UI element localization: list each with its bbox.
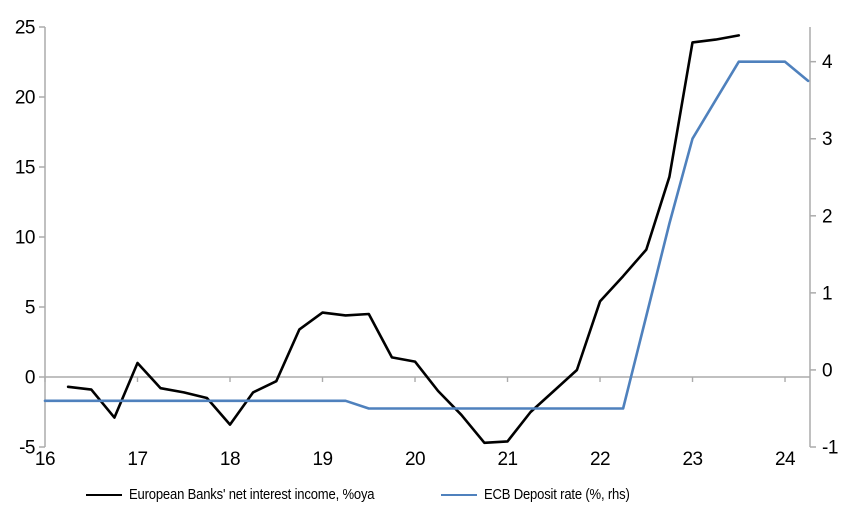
x-axis-tick-label: 24 — [775, 449, 796, 470]
line-swatch-blue — [441, 493, 478, 497]
y-axis-left-tick-label: 15 — [15, 158, 35, 179]
y-axis-right-tick-label: 2 — [822, 206, 832, 227]
x-axis-tick-label: 22 — [590, 449, 610, 470]
legend-item-ecb-deposit-rate: ECB Deposit rate (%, rhs) — [441, 487, 646, 503]
y-axis-right-tick-label: 0 — [822, 360, 832, 381]
y-axis-left-tick-label: -5 — [19, 438, 35, 459]
chart-legend: European Banks' net interest income, %oy… — [0, 487, 792, 503]
y-axis-right-tick-label: -1 — [822, 438, 838, 459]
legend-item-net-interest-income: European Banks' net interest income, %oy… — [85, 487, 402, 503]
y-axis-right-tick-label: 1 — [822, 283, 832, 304]
y-axis-left-tick-label: 10 — [15, 228, 35, 249]
y-axis-left-tick-label: 5 — [25, 298, 35, 319]
x-axis-tick-label: 19 — [312, 449, 332, 470]
series-line-ecb-deposit-rate — [43, 60, 810, 410]
x-axis-tick-label: 20 — [405, 449, 425, 470]
x-axis-tick-label: 18 — [220, 449, 240, 470]
y-axis-left-tick-label: 0 — [25, 368, 35, 389]
x-axis-tick-label: 17 — [127, 449, 147, 470]
y-axis-left-tick-label: 25 — [15, 18, 35, 39]
y-axis-right-tick-label: 3 — [822, 129, 832, 150]
y-axis-right-tick-label: 4 — [822, 52, 833, 73]
x-axis-tick-label: 23 — [682, 449, 702, 470]
line-swatch-black — [85, 493, 122, 497]
legend-label-net-interest-income: European Banks' net interest income, %oy… — [128, 487, 375, 503]
x-axis-tick-label: 16 — [35, 449, 55, 470]
series-line-net-interest-income — [66, 34, 741, 445]
legend-label-ecb-deposit-rate: ECB Deposit rate (%, rhs) — [484, 487, 631, 503]
y-axis-left-tick-label: 20 — [15, 88, 35, 109]
x-axis-tick-label: 21 — [497, 449, 517, 470]
